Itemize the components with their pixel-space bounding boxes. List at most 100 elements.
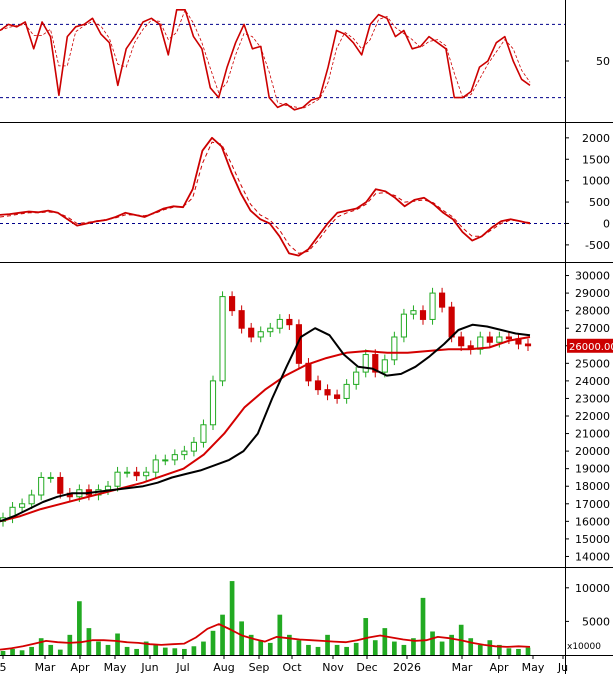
price-candle bbox=[276, 318, 283, 329]
macd-line bbox=[0, 136, 531, 257]
volume-bar bbox=[420, 597, 426, 655]
price-candle bbox=[267, 327, 274, 333]
volume-bar bbox=[296, 640, 302, 655]
price-candle bbox=[143, 471, 150, 477]
price-candle bbox=[524, 343, 532, 347]
y-tick-label: 30000 bbox=[575, 270, 610, 283]
y-tick-label: 28000 bbox=[575, 305, 610, 318]
volume-bar bbox=[172, 648, 178, 655]
x-axis-label: Apr bbox=[489, 661, 509, 674]
volume-bar bbox=[162, 647, 168, 655]
y-tick-label: 25000 bbox=[575, 357, 610, 370]
y-tick-label: 500 bbox=[589, 196, 610, 209]
volume-bar bbox=[267, 642, 273, 655]
volume-bar bbox=[143, 641, 149, 655]
y-tick-label: 18000 bbox=[575, 480, 610, 493]
price-candle bbox=[286, 318, 293, 326]
y-tick-label: 14000 bbox=[575, 550, 610, 563]
y-tick-label: 50 bbox=[596, 55, 610, 68]
volume-bar bbox=[277, 614, 283, 655]
volume-bar bbox=[29, 646, 34, 655]
volume-bar bbox=[201, 641, 206, 655]
price-candle bbox=[19, 503, 26, 508]
volume-bar bbox=[306, 644, 311, 655]
price-candle bbox=[257, 331, 264, 338]
price-candle bbox=[219, 296, 226, 382]
y-tick-label: 29000 bbox=[575, 287, 610, 300]
volume-bar bbox=[382, 628, 388, 655]
volume-bar bbox=[392, 641, 397, 655]
x-axis-label: Sep bbox=[249, 661, 270, 674]
x-axis-label: 2026 bbox=[393, 661, 421, 674]
price-candle bbox=[171, 454, 178, 461]
volume-bar bbox=[439, 641, 445, 655]
current-price-badge bbox=[567, 338, 613, 353]
x-axis-label: Jul bbox=[175, 661, 189, 674]
x-axis-label: Aug bbox=[213, 661, 234, 674]
price-candle bbox=[381, 359, 388, 373]
price-candle bbox=[314, 380, 322, 391]
y-tick-label: 27000 bbox=[575, 322, 610, 335]
moving-average-slow bbox=[0, 336, 531, 523]
volume-bar bbox=[372, 640, 378, 655]
price-candle bbox=[448, 306, 455, 338]
volume-bar bbox=[105, 644, 111, 655]
volume-bar bbox=[353, 642, 359, 655]
x-axis-label: Apr bbox=[70, 661, 90, 674]
price-candle bbox=[114, 471, 121, 487]
volume-bar bbox=[248, 634, 254, 655]
price-candle bbox=[439, 292, 446, 308]
oscillator-signal-line bbox=[0, 9, 531, 109]
volume-bar bbox=[363, 618, 369, 655]
volume-bar bbox=[153, 644, 159, 655]
price-candle bbox=[133, 471, 140, 477]
volume-bar bbox=[506, 648, 512, 655]
price-candle bbox=[486, 336, 493, 343]
price-candle bbox=[372, 354, 379, 373]
volume-unit-label: x10000 bbox=[567, 642, 601, 652]
volume-bar bbox=[287, 634, 292, 655]
price-candle bbox=[152, 459, 159, 473]
price-candle bbox=[362, 354, 369, 373]
price-candle bbox=[410, 310, 417, 315]
price-candle bbox=[229, 296, 236, 312]
price-candle bbox=[343, 383, 350, 399]
current-price-label: 26000.00 bbox=[569, 342, 613, 353]
y-tick-label: 0 bbox=[603, 217, 610, 230]
volume-bar bbox=[124, 646, 130, 655]
x-axis-label: Ju bbox=[557, 661, 568, 674]
price-candle bbox=[505, 336, 512, 340]
volume-bar bbox=[96, 641, 101, 655]
volume-bar bbox=[220, 614, 225, 655]
price-candle bbox=[305, 362, 312, 382]
price-candle bbox=[419, 310, 427, 320]
y-tick-label: 17000 bbox=[575, 498, 610, 511]
volume-bar bbox=[182, 648, 187, 655]
volume-bar bbox=[67, 634, 73, 655]
price-candle bbox=[124, 471, 131, 474]
y-tick-label: 16000 bbox=[575, 515, 610, 528]
volume-bar bbox=[19, 650, 25, 655]
price-candle bbox=[47, 476, 54, 479]
volume-bar bbox=[57, 649, 63, 655]
price-candle bbox=[200, 424, 207, 443]
price-candle bbox=[38, 476, 45, 496]
price-candle bbox=[324, 389, 331, 396]
price-candle bbox=[190, 441, 197, 452]
oscillator-line bbox=[0, 9, 531, 111]
x-axis-label: Nov bbox=[322, 661, 344, 674]
y-tick-label: 1000 bbox=[582, 175, 610, 188]
y-tick-label: 20000 bbox=[575, 445, 610, 458]
volume-moving-average bbox=[0, 623, 531, 651]
y-tick-label: 21000 bbox=[575, 428, 610, 441]
price-candle bbox=[400, 313, 407, 338]
x-axis-label: May bbox=[104, 661, 127, 674]
y-tick-label: 1500 bbox=[582, 153, 610, 166]
volume-bar bbox=[477, 644, 483, 655]
y-tick-label: 23000 bbox=[575, 392, 610, 405]
price-candle bbox=[248, 327, 255, 338]
y-tick-label: 2000 bbox=[582, 132, 610, 145]
x-axis-label: Oct bbox=[282, 661, 302, 674]
volume-bar bbox=[449, 634, 454, 655]
